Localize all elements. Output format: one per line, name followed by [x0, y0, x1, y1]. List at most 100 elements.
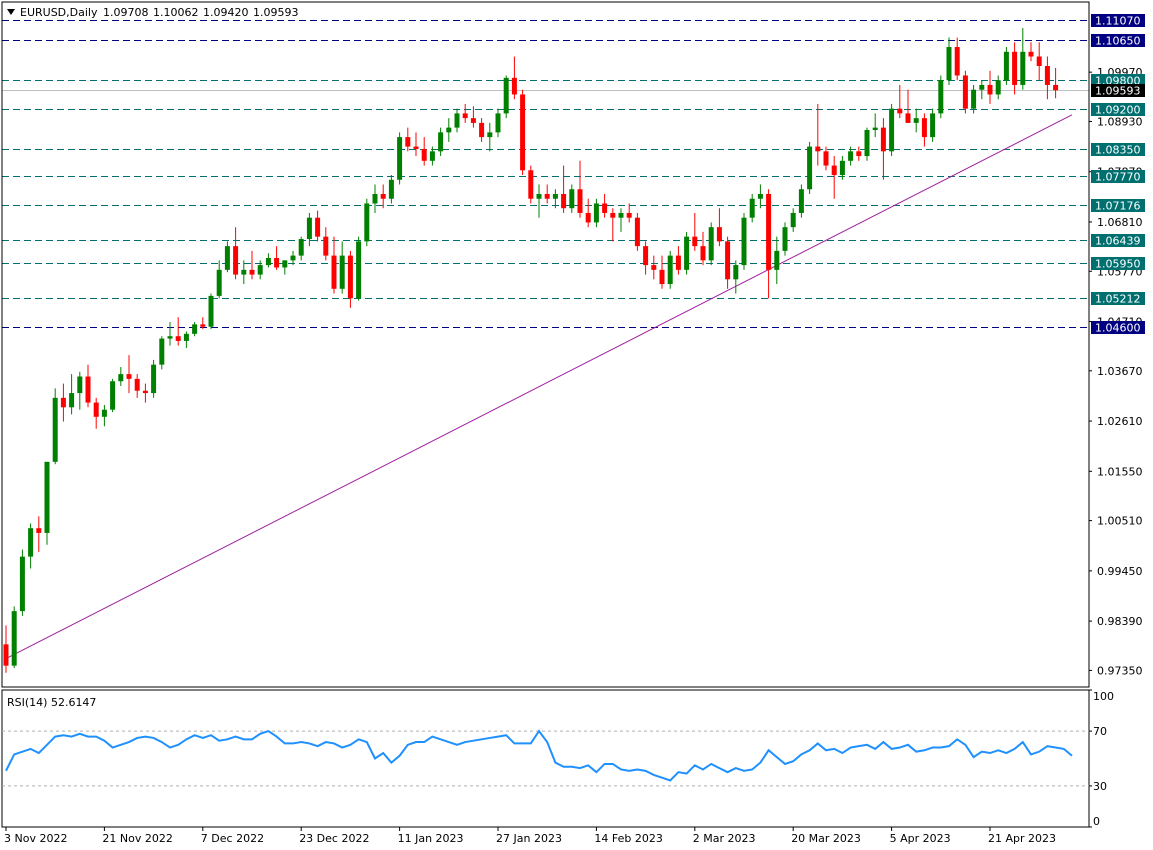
- candle: [618, 208, 624, 232]
- candle-body: [69, 393, 75, 408]
- candle-body: [110, 381, 116, 410]
- candle: [159, 336, 165, 370]
- candle-body: [930, 113, 936, 138]
- candle-body: [470, 118, 476, 123]
- candle-body: [315, 217, 321, 237]
- candle-body: [233, 246, 239, 275]
- rsi-pane[interactable]: RSI(14) 52.6147 100 70 30 0: [1, 689, 1114, 828]
- trendline[interactable]: [5, 114, 1073, 660]
- candle-body: [134, 378, 140, 391]
- ohlc-close: 1.09593: [253, 6, 299, 19]
- price-tick-label: 1.01550: [1097, 465, 1143, 478]
- candle: [60, 383, 66, 422]
- candle-body: [265, 257, 271, 266]
- candle: [634, 212, 640, 251]
- candle: [372, 184, 378, 213]
- level-label-bg: [1091, 234, 1145, 247]
- candle-body: [454, 113, 460, 128]
- candle: [487, 122, 493, 152]
- candle-body: [487, 132, 493, 138]
- candle: [110, 378, 116, 413]
- candle: [946, 37, 952, 85]
- candles: [3, 28, 1059, 673]
- level-label-bg: [1091, 321, 1145, 334]
- candle-body: [634, 217, 640, 247]
- time-tick-label: 27 Jan 2023: [496, 832, 562, 845]
- price-pane[interactable]: [1, 1, 1090, 688]
- candle-body: [495, 113, 501, 133]
- candle: [126, 355, 132, 394]
- candle: [741, 212, 747, 270]
- candle-body: [667, 255, 673, 285]
- candle-body: [815, 146, 821, 152]
- candle-body: [331, 255, 337, 289]
- candle: [864, 127, 870, 161]
- candle: [290, 250, 296, 266]
- candle: [233, 227, 239, 280]
- time-tick-label: 11 Jan 2023: [398, 832, 464, 845]
- level-label: 1.05950: [1095, 258, 1141, 271]
- rsi-pane-frame: [1, 689, 1090, 828]
- candle: [52, 388, 58, 465]
- candle: [397, 132, 403, 185]
- candle: [856, 146, 862, 161]
- candle: [1044, 56, 1050, 100]
- candle: [265, 253, 271, 268]
- level-label: 1.10650: [1095, 35, 1141, 48]
- dropdown-triangle-icon[interactable]: [7, 9, 15, 15]
- candle: [183, 331, 189, 349]
- candle: [544, 184, 550, 204]
- candle-body: [347, 255, 353, 299]
- price-tick-label: 1.08930: [1097, 115, 1143, 128]
- rsi-tick-label: 70: [1093, 725, 1107, 738]
- time-axis[interactable]: 3 Nov 2022 21 Nov 2022 7 Dec 2022 23 Dec 20…: [4, 827, 1056, 845]
- candle-body: [175, 336, 181, 341]
- candle: [479, 118, 485, 142]
- candle: [118, 367, 124, 386]
- price-pane-frame: [1, 1, 1090, 688]
- candle-body: [569, 189, 575, 209]
- candle-body: [897, 108, 903, 114]
- candle-body: [651, 265, 657, 270]
- candle-body: [733, 265, 739, 280]
- candle-body: [561, 193, 567, 209]
- candle: [626, 203, 632, 223]
- candle-body: [60, 397, 66, 408]
- time-tick-label: 3 Nov 2022: [4, 832, 67, 845]
- candle: [725, 236, 731, 289]
- candle-body: [282, 260, 288, 268]
- candle-body: [183, 333, 189, 341]
- candle-body: [848, 151, 854, 161]
- candle-body: [462, 113, 468, 119]
- candle-body: [856, 151, 862, 157]
- candle-body: [405, 137, 411, 147]
- candle: [659, 255, 665, 289]
- candle-body: [388, 179, 394, 199]
- candle-body: [807, 146, 813, 190]
- candle-body: [421, 148, 427, 161]
- candle-body: [85, 376, 91, 403]
- candle-body: [306, 217, 312, 240]
- candle-body: [774, 250, 780, 270]
- rsi-tick-label: 100: [1093, 690, 1114, 703]
- candle-body: [839, 160, 845, 176]
- candle: [880, 118, 886, 180]
- candle: [36, 516, 42, 552]
- level-label-bg: [1091, 14, 1145, 27]
- candle: [77, 371, 83, 410]
- candle-body: [782, 227, 788, 251]
- candle-body: [36, 528, 42, 533]
- candle-body: [11, 611, 17, 666]
- ohlc-open: 1.09708: [103, 6, 149, 19]
- candle-body: [610, 212, 616, 218]
- candle: [913, 108, 919, 133]
- candle: [552, 189, 558, 209]
- candle-body: [725, 241, 731, 280]
- candle: [848, 146, 854, 166]
- price-tick-label: 1.06810: [1097, 216, 1143, 229]
- candle: [151, 359, 157, 398]
- time-tick-label: 21 Apr 2023: [988, 832, 1056, 845]
- candle: [19, 549, 25, 616]
- candle: [872, 113, 878, 138]
